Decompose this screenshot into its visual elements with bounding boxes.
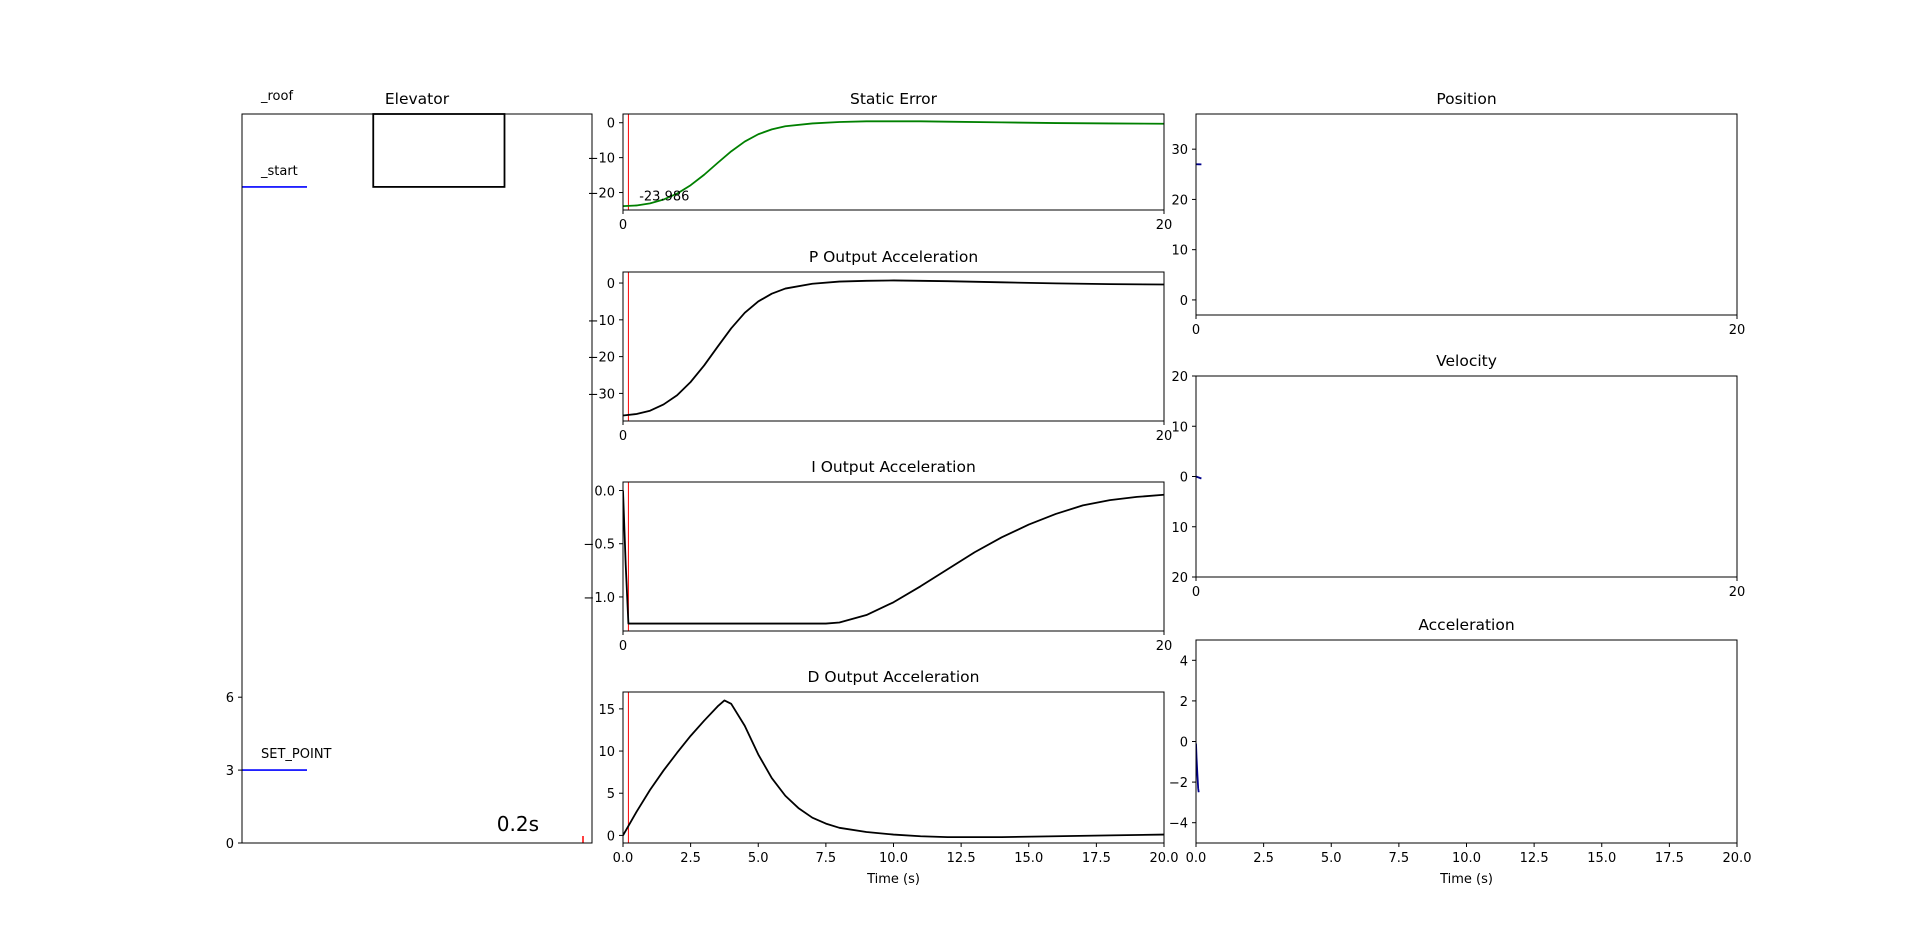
- xtick-label-6: 15.0: [1014, 851, 1043, 866]
- xtick-label-3: 7.5: [816, 851, 837, 866]
- xtick-label-1: 2.5: [680, 851, 701, 866]
- xtick-label-1: 20: [1156, 639, 1173, 654]
- axes-frame: [622, 271, 1165, 422]
- i-output-subplot: I Output Acceleration 0 20 0.0 −0.5 −1.0: [583, 458, 1172, 654]
- elevator-subplot: Elevator _roof _start SET_POINT 0.2s 0 3 6: [226, 89, 593, 852]
- ytick-label-1: 3: [226, 764, 234, 779]
- time-label: 0.2s: [497, 812, 539, 836]
- p-output-title: P Output Acceleration: [809, 248, 978, 266]
- axes-frame: [622, 481, 1165, 632]
- xtick-label-0: 0.0: [1186, 851, 1207, 866]
- position-subplot: Position 0 20 0 10 20 30: [1171, 90, 1745, 338]
- velocity-series-0: [1196, 475, 1202, 480]
- xtick-label-5: 12.5: [947, 851, 976, 866]
- d-output-series-0: [623, 699, 1164, 838]
- xtick-label-4: 10.0: [1452, 851, 1481, 866]
- xtick-label-2: 5.0: [748, 851, 769, 866]
- xtick-label-8: 20.0: [1723, 851, 1752, 866]
- axes-frame: [241, 113, 593, 844]
- elevator-title: Elevator: [385, 90, 450, 108]
- acceleration-subplot: Acceleration 0.0 2.5 5.0 7.5 10.0 12.5 15.0 17.5…: [1169, 616, 1752, 887]
- ytick-label-0: 20: [1171, 370, 1188, 385]
- xtick-label-1: 2.5: [1253, 851, 1274, 866]
- p-output-subplot: P Output Acceleration 0 20 0 −10 −20 −30: [588, 248, 1173, 444]
- ytick-label-3: −2: [1169, 776, 1188, 791]
- ytick-label-3: 10: [1171, 521, 1188, 536]
- ytick-label-1: 10: [1171, 420, 1188, 435]
- xtick-label-0: 0: [619, 639, 627, 654]
- acceleration-title: Acceleration: [1418, 616, 1514, 634]
- level-label-2: SET_POINT: [261, 747, 332, 762]
- ytick-label-4: −4: [1169, 817, 1188, 832]
- xlabel: Time (s): [1439, 872, 1493, 887]
- i-output-title: I Output Acceleration: [811, 458, 976, 476]
- elevator-car: [372, 113, 506, 188]
- ytick-label-2: −20: [588, 351, 615, 366]
- axes-frame: [1195, 639, 1738, 844]
- ytick-label-2: 6: [226, 691, 234, 706]
- ytick-label-2: 10: [598, 745, 615, 760]
- ytick-label-3: −30: [588, 387, 615, 402]
- ytick-label-0: 0: [607, 277, 615, 292]
- ytick-label-0: 0: [607, 117, 615, 132]
- xtick-label-6: 15.0: [1587, 851, 1616, 866]
- ytick-label-1: −10: [588, 314, 615, 329]
- d-output-title: D Output Acceleration: [808, 668, 980, 686]
- axes-frame: [622, 113, 1165, 211]
- velocity-subplot: Velocity 0 20 20 10 0 10 20: [1171, 352, 1745, 600]
- ytick-label-4: 20: [1171, 571, 1188, 586]
- xtick-label-1: 20: [1729, 323, 1746, 338]
- ytick-label-0: 0: [607, 829, 615, 844]
- xtick-label-0: 0: [1192, 323, 1200, 338]
- xtick-label-0: 0.0: [613, 851, 634, 866]
- ytick-label-0: 0: [1180, 294, 1188, 309]
- ytick-label-2: −1.0: [583, 591, 615, 606]
- static-error-subplot: Static Error 0 20 0 −10 −20 -23.986: [588, 90, 1173, 233]
- xtick-label-0: 0: [619, 429, 627, 444]
- static-error-title: Static Error: [850, 90, 938, 108]
- xtick-label-3: 7.5: [1389, 851, 1410, 866]
- xtick-label-8: 20.0: [1150, 851, 1179, 866]
- xtick-label-7: 17.5: [1655, 851, 1684, 866]
- ytick-label-1: 10: [1171, 244, 1188, 259]
- ytick-label-1: −0.5: [583, 538, 615, 553]
- annotation-label: -23.986: [639, 190, 689, 205]
- ytick-label-0: 4: [1180, 654, 1188, 669]
- position-title: Position: [1436, 90, 1496, 108]
- xtick-label-7: 17.5: [1082, 851, 1111, 866]
- ytick-label-3: 15: [598, 703, 615, 718]
- level-label-0: _roof: [260, 89, 293, 104]
- level-label-1: _start: [260, 164, 298, 179]
- xtick-label-0: 0: [1192, 585, 1200, 600]
- xtick-label-2: 5.0: [1321, 851, 1342, 866]
- ytick-label-1: 2: [1180, 695, 1188, 710]
- xtick-label-0: 0: [619, 218, 627, 233]
- xlabel: Time (s): [866, 872, 920, 887]
- d-output-subplot: D Output Acceleration 0.0 2.5 5.0 7.5 10.0 12.…: [598, 668, 1178, 887]
- i-output-series-0: [623, 490, 1164, 625]
- velocity-title: Velocity: [1436, 352, 1497, 370]
- ytick-label-1: 5: [607, 787, 615, 802]
- xtick-label-1: 20: [1156, 218, 1173, 233]
- axes-frame: [1195, 113, 1738, 316]
- xtick-label-5: 12.5: [1520, 851, 1549, 866]
- ytick-label-0: 0: [226, 837, 234, 852]
- ytick-label-0: 0.0: [594, 485, 615, 500]
- ytick-label-2: −20: [588, 187, 615, 202]
- ytick-label-2: 0: [1180, 736, 1188, 751]
- static-error-series-0: [623, 120, 1164, 208]
- xtick-label-1: 20: [1729, 585, 1746, 600]
- ytick-label-3: 30: [1171, 143, 1188, 158]
- ytick-label-1: −10: [588, 152, 615, 167]
- ytick-label-2: 20: [1171, 193, 1188, 208]
- ytick-label-2: 0: [1180, 471, 1188, 486]
- axes-frame: [1195, 375, 1738, 578]
- axes-frame: [622, 691, 1165, 844]
- xtick-label-1: 20: [1156, 429, 1173, 444]
- xtick-label-4: 10.0: [879, 851, 908, 866]
- p-output-series-0: [623, 279, 1164, 417]
